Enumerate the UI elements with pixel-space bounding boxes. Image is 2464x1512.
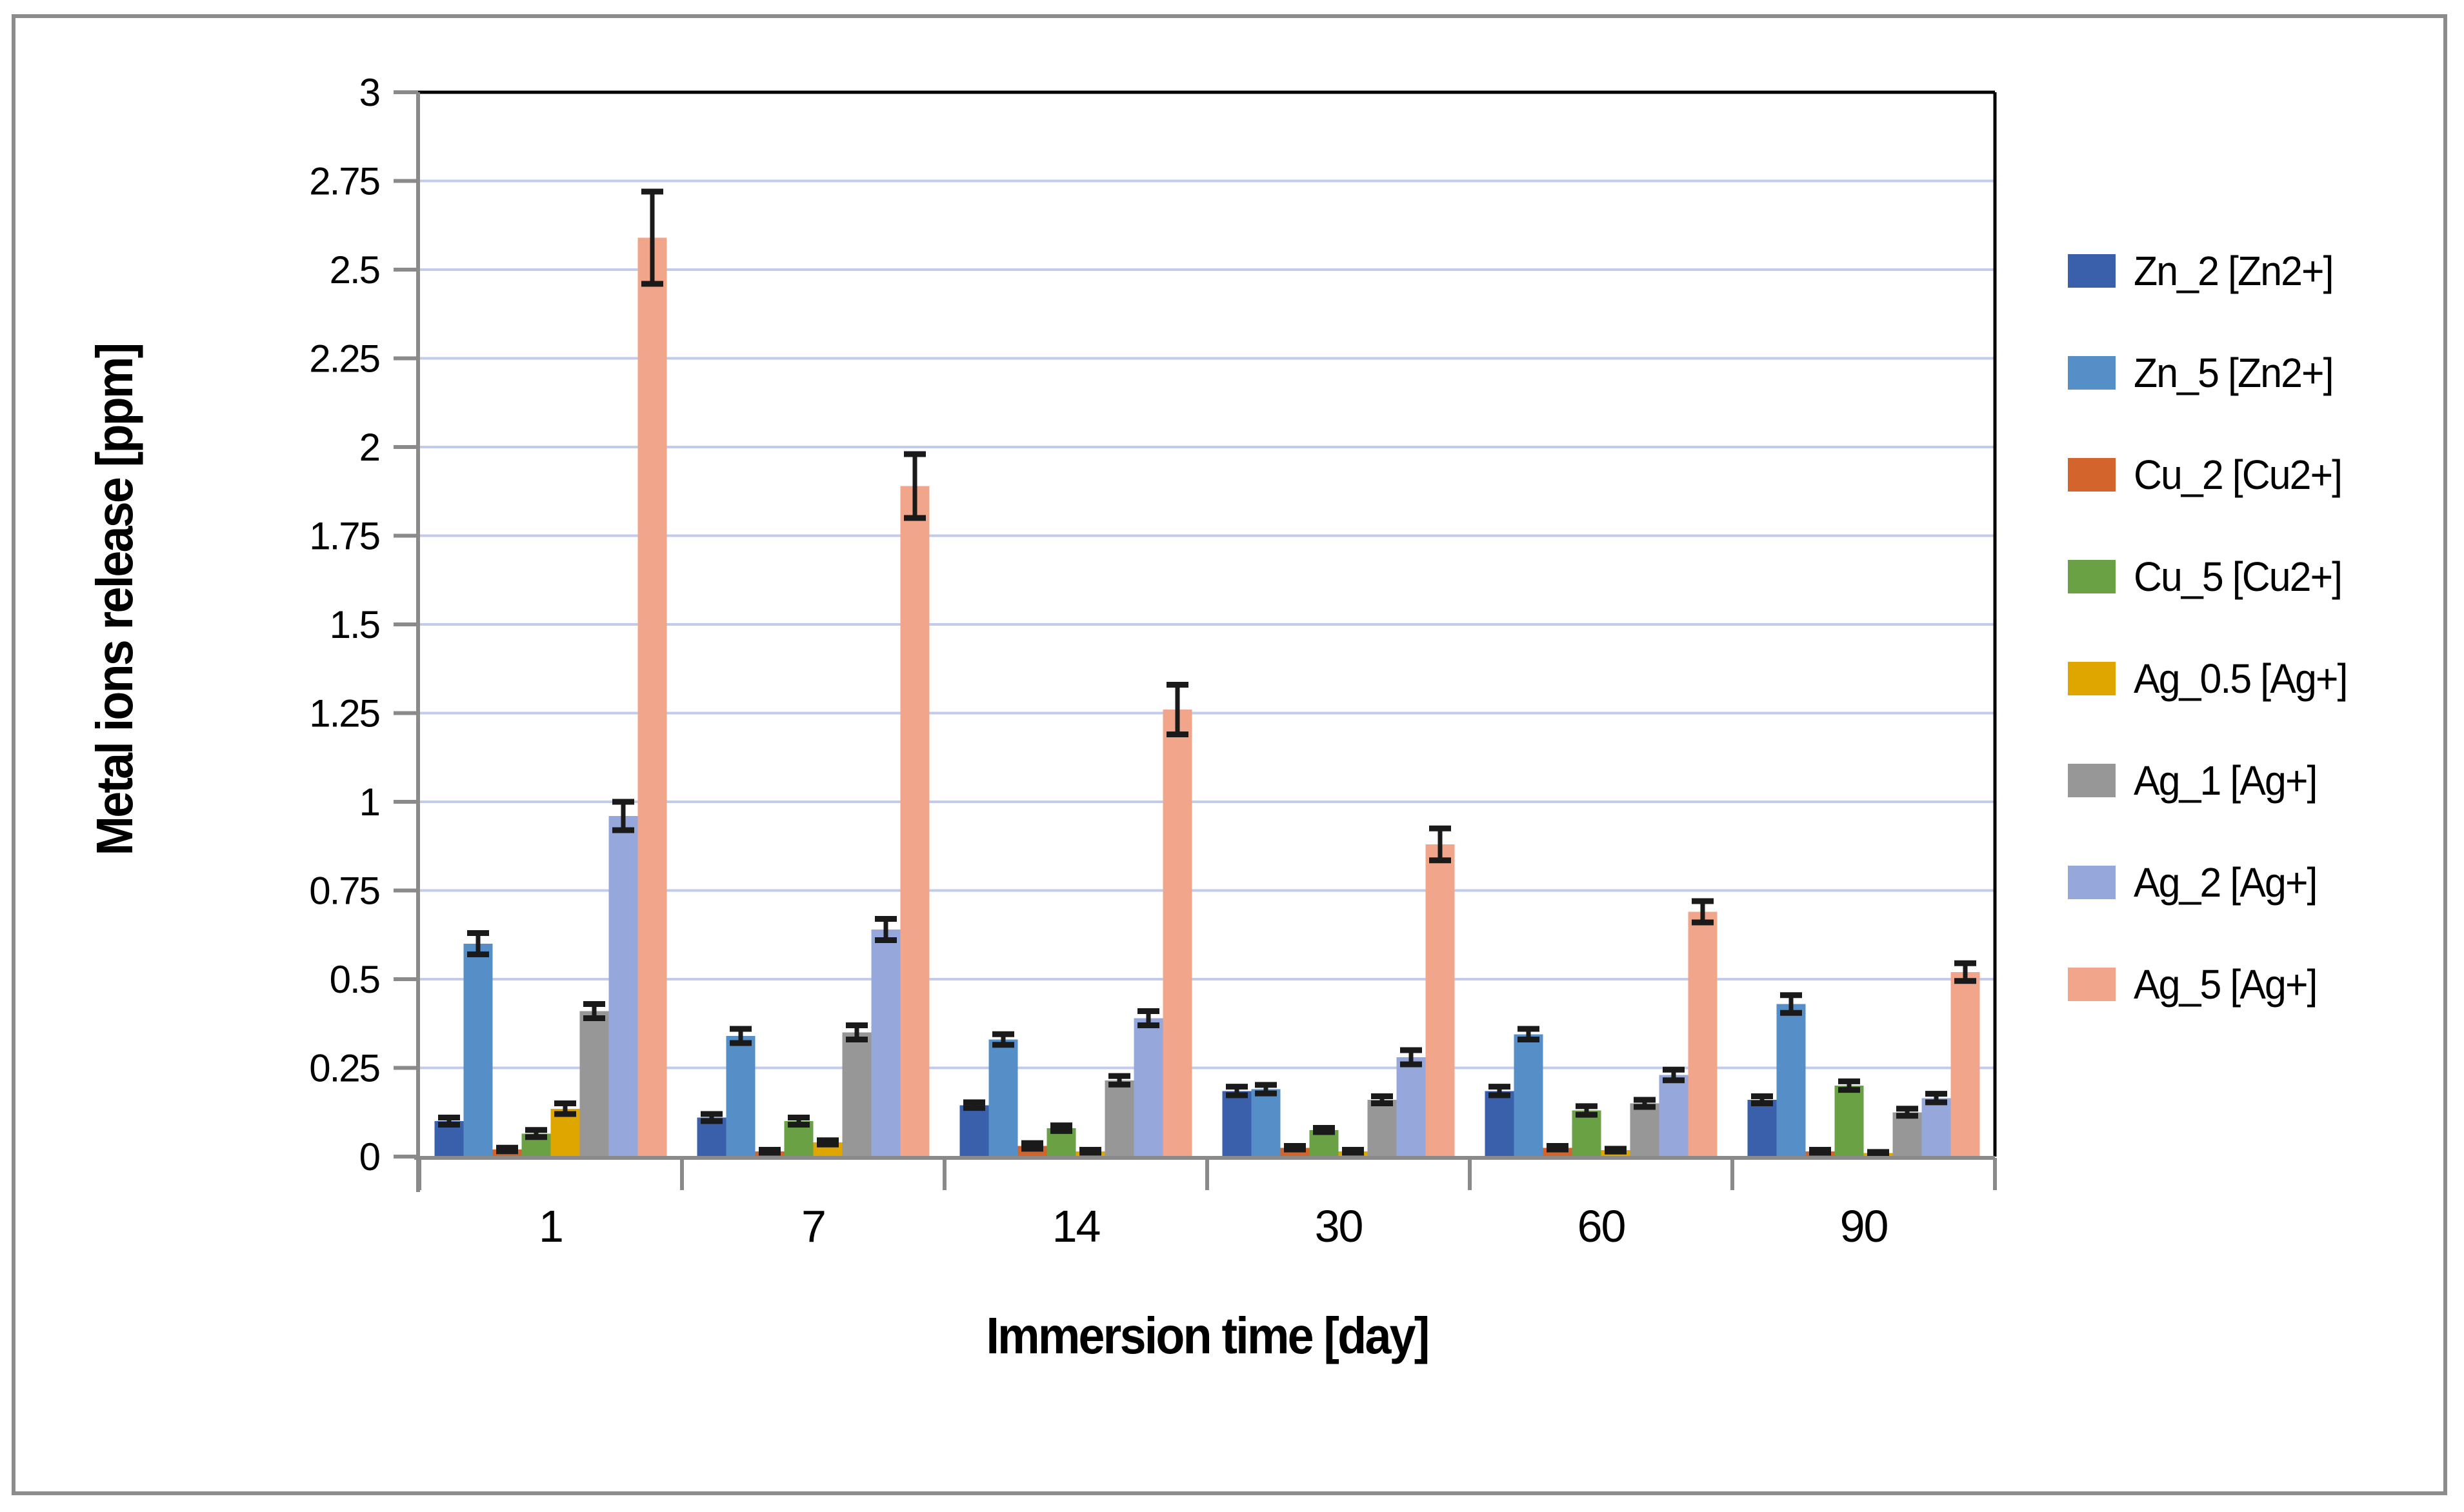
y-tick-label: 1.75 [309, 515, 379, 558]
bar-Cu_5-day90 [1834, 1086, 1864, 1157]
legend-item-Zn_5: Zn_5 [Zn2+] [2068, 350, 2429, 396]
y-tick-label: 2 [359, 426, 379, 469]
bar-Zn_2-day30 [1222, 1091, 1252, 1157]
legend-swatch-icon [2068, 764, 2116, 797]
bar-Zn_5-day14 [988, 1039, 1018, 1157]
bar-Ag_1-day60 [1630, 1103, 1659, 1157]
bar-Zn_2-day90 [1747, 1100, 1777, 1157]
legend-swatch-icon [2068, 662, 2116, 695]
bar-Ag_5-day90 [1950, 972, 1980, 1157]
legend-swatch-icon [2068, 560, 2116, 593]
legend-label: Zn_5 [Zn2+] [2134, 350, 2334, 396]
legend-swatch-icon [2068, 458, 2116, 492]
bar-Ag_2-day30 [1396, 1057, 1426, 1157]
x-axis-title: Immersion time [day] [986, 1307, 1430, 1364]
bar-Ag_1-day7 [842, 1032, 872, 1157]
bar-Ag_5-day30 [1425, 844, 1455, 1157]
bar-Ag_5-day7 [900, 486, 930, 1157]
x-tick-label: 14 [1052, 1201, 1100, 1251]
x-tick-label: 1 [539, 1201, 563, 1251]
bar-Ag_5-day1 [637, 237, 667, 1157]
x-tick-label: 90 [1840, 1201, 1888, 1251]
bar-Ag_1-day14 [1105, 1080, 1134, 1157]
legend-label: Cu_5 [Cu2+] [2134, 553, 2343, 600]
legend-label: Cu_2 [Cu2+] [2134, 452, 2343, 498]
bar-Zn_5-day30 [1251, 1089, 1281, 1157]
x-tick-label: 60 [1578, 1201, 1625, 1251]
bar-Zn_2-day7 [697, 1117, 726, 1157]
bar-Zn_5-day7 [726, 1036, 756, 1157]
legend-item-Zn_2: Zn_2 [Zn2+] [2068, 248, 2429, 294]
x-tick-label: 7 [801, 1201, 825, 1251]
legend-label: Ag_5 [Ag+] [2134, 961, 2318, 1008]
legend-label: Zn_2 [Zn2+] [2134, 248, 2334, 294]
bar-Ag_2-day90 [1921, 1098, 1951, 1157]
y-tick-label: 0.25 [309, 1047, 379, 1090]
chart-legend: Zn_2 [Zn2+] Zn_5 [Zn2+] Cu_2 [Cu2+] Cu_5 [C… [2068, 248, 2429, 1068]
y-tick-label: 2.5 [330, 248, 379, 292]
figure-border [12, 14, 2447, 1495]
legend-swatch-icon [2068, 968, 2116, 1001]
legend-label: Ag_0.5 [Ag+] [2134, 655, 2348, 702]
y-axis-title: Metal ions release [ppm] [86, 344, 143, 856]
legend-item-Ag_0.5: Ag_0.5 [Ag+] [2068, 655, 2429, 702]
bar-Ag_2-day14 [1134, 1018, 1163, 1157]
bar-Zn_5-day60 [1514, 1034, 1543, 1157]
bar-Ag_1-day30 [1367, 1100, 1397, 1157]
y-tick-label: 1.25 [309, 692, 379, 735]
bar-Zn_2-day14 [959, 1105, 989, 1157]
legend-label: Ag_2 [Ag+] [2134, 859, 2318, 906]
bar-Ag_2-day60 [1659, 1075, 1688, 1157]
y-tick-label: 2.75 [309, 160, 379, 203]
x-tick-label: 30 [1315, 1201, 1363, 1251]
bar-Ag_5-day60 [1688, 911, 1718, 1157]
y-tick-label: 0 [359, 1135, 380, 1179]
y-tick-label: 3 [359, 71, 379, 114]
legend-label: Ag_1 [Ag+] [2134, 757, 2318, 804]
legend-item-Cu_5: Cu_5 [Cu2+] [2068, 553, 2429, 600]
y-tick-label: 1.5 [330, 603, 379, 646]
legend-item-Ag_5: Ag_5 [Ag+] [2068, 961, 2429, 1008]
legend-swatch-icon [2068, 866, 2116, 899]
legend-swatch-icon [2068, 356, 2116, 390]
legend-item-Ag_2: Ag_2 [Ag+] [2068, 859, 2429, 906]
y-tick-label: 0.75 [309, 870, 379, 913]
bar-Ag_1-day90 [1892, 1112, 1922, 1157]
legend-item-Ag_1: Ag_1 [Ag+] [2068, 757, 2429, 804]
bar-Ag_5-day14 [1163, 710, 1192, 1157]
bar-Zn_2-day60 [1485, 1091, 1514, 1157]
bar-Zn_5-day1 [463, 944, 493, 1157]
bar-Zn_5-day90 [1776, 1004, 1806, 1157]
bar-Ag_2-day1 [608, 816, 638, 1157]
y-tick-label: 0.5 [330, 958, 379, 1001]
legend-swatch-icon [2068, 254, 2116, 288]
y-tick-label: 1 [359, 781, 379, 824]
y-tick-label: 2.25 [309, 337, 379, 381]
bar-Ag_2-day7 [871, 930, 901, 1157]
bar-Ag_1-day1 [579, 1011, 609, 1157]
legend-item-Cu_2: Cu_2 [Cu2+] [2068, 452, 2429, 498]
bar-Cu_5-day60 [1572, 1110, 1601, 1157]
